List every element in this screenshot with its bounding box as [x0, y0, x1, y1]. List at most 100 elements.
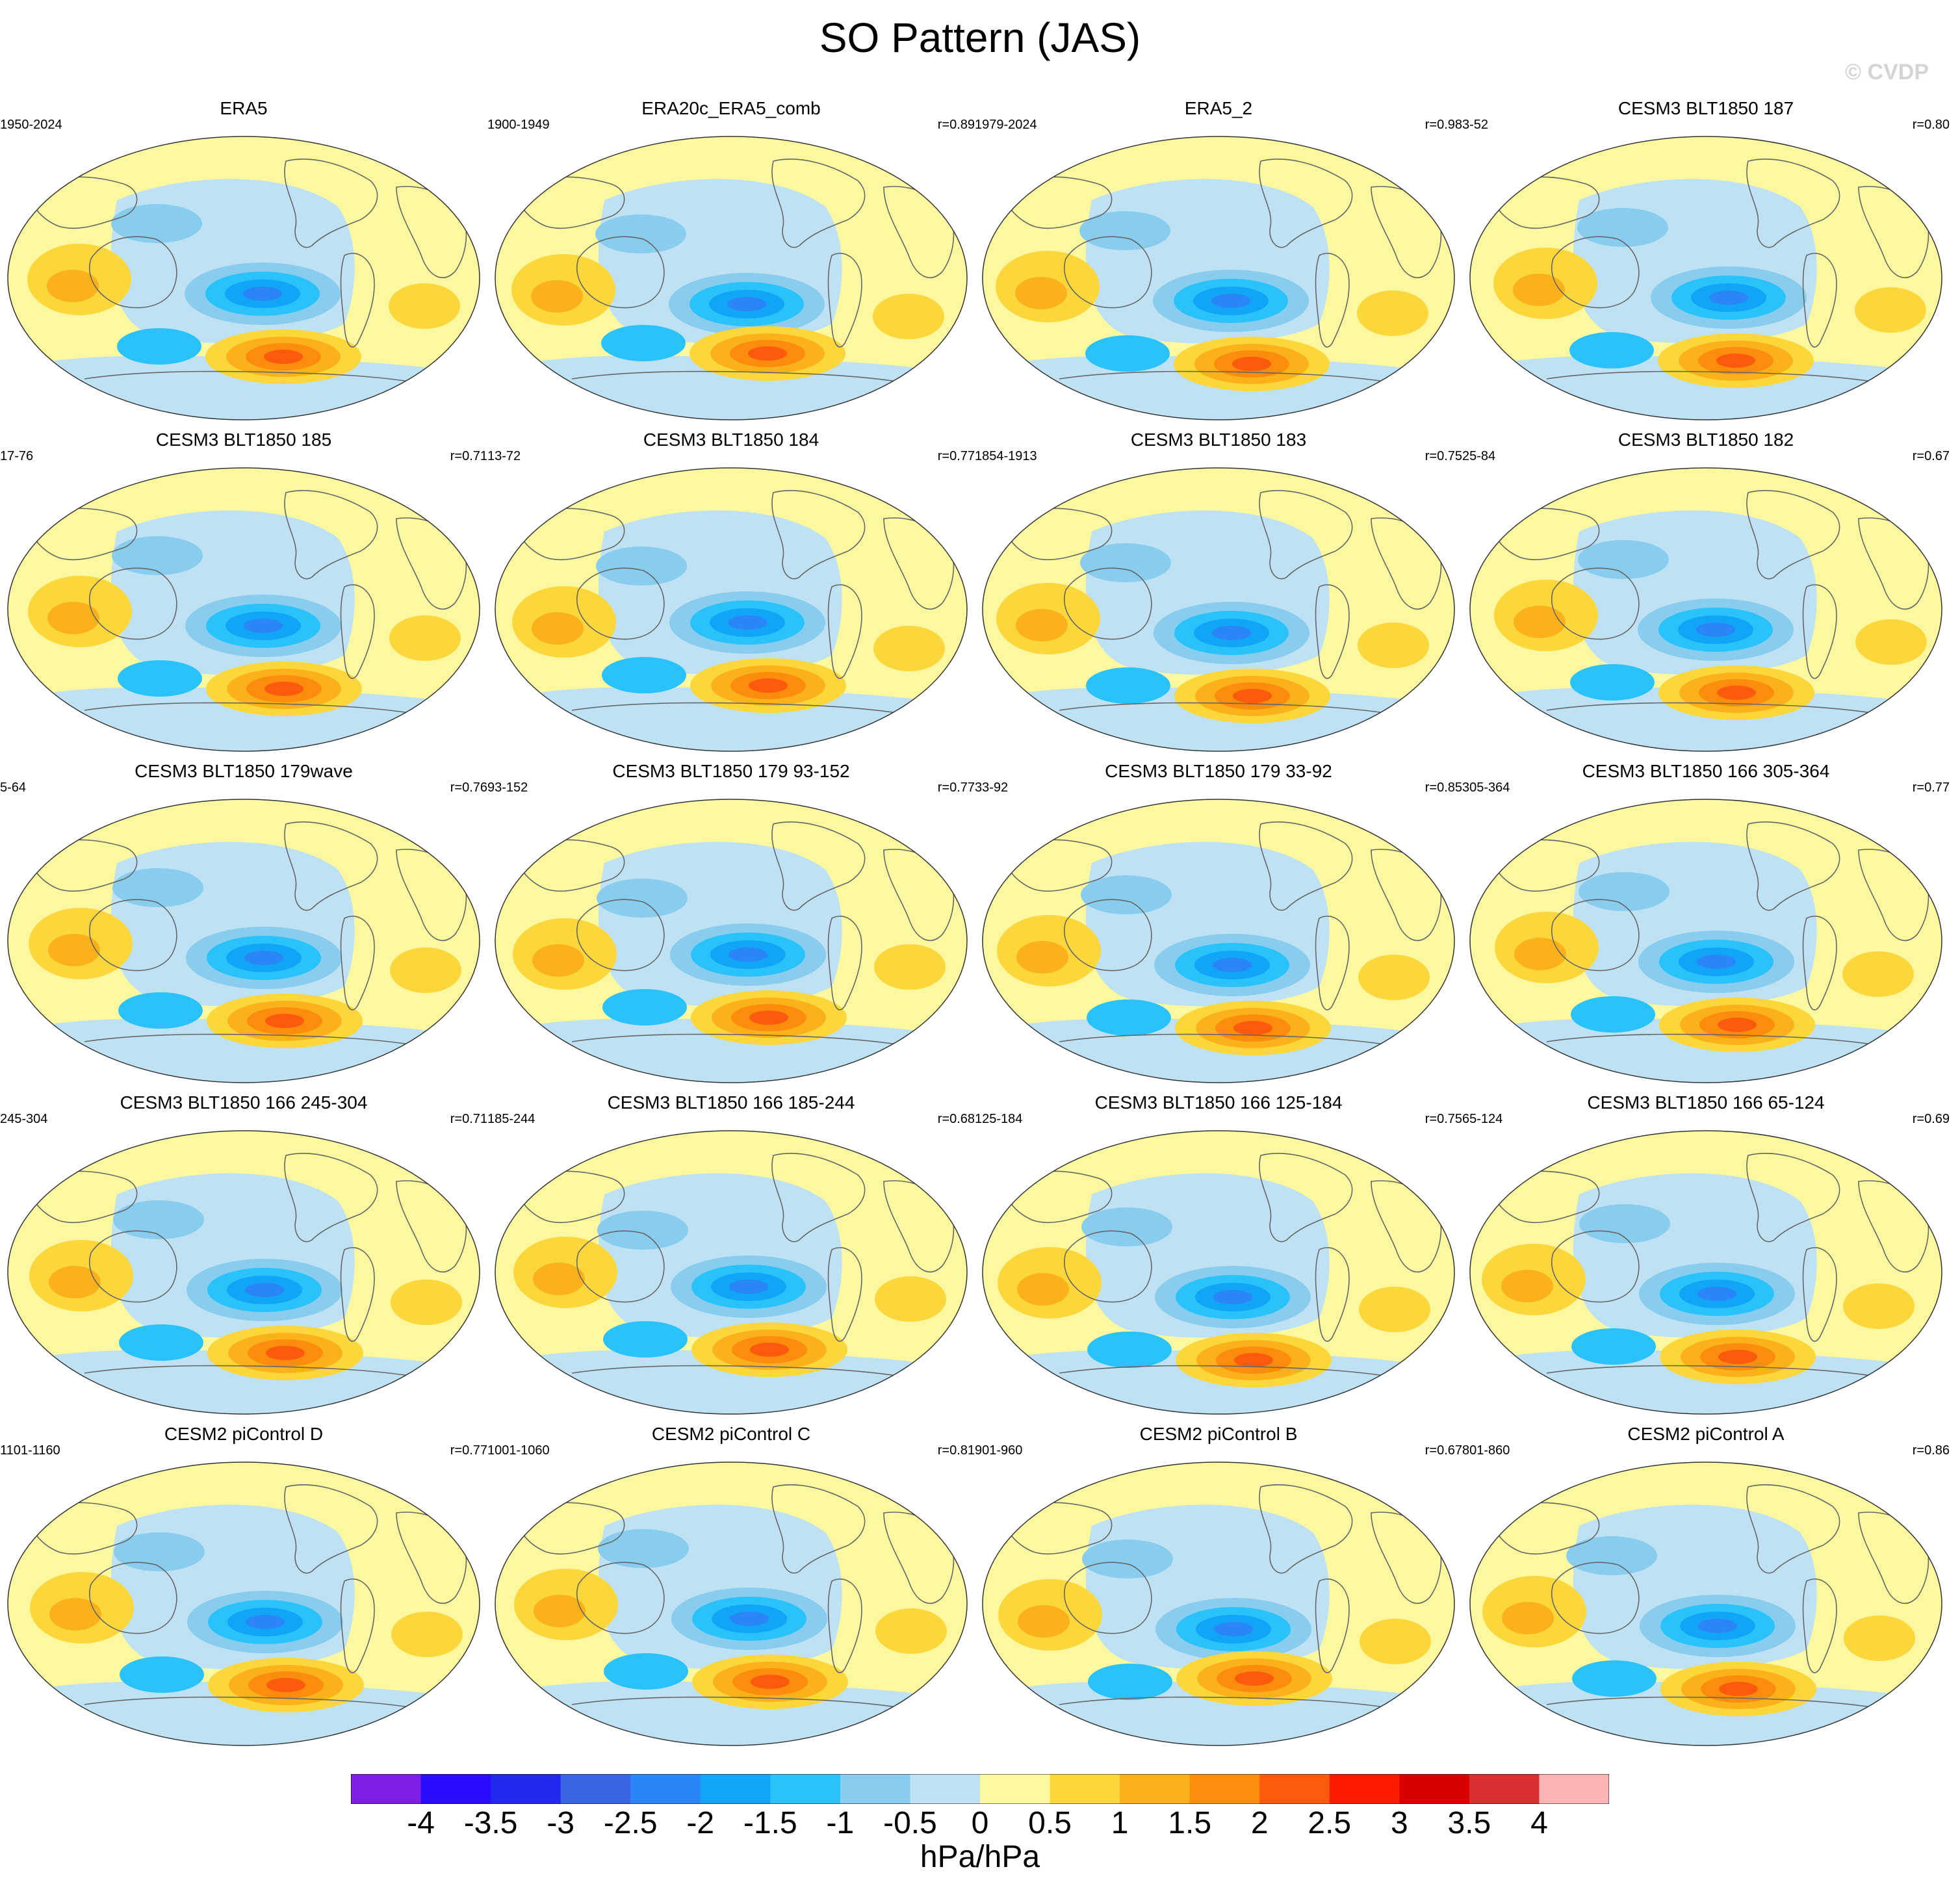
coastline — [1315, 584, 1350, 679]
colorbar-swatch — [1189, 1774, 1260, 1804]
contour-fill — [49, 1266, 101, 1298]
colorbar-swatch — [491, 1774, 561, 1804]
contour-fill — [266, 1678, 305, 1692]
panel-title: CESM2 piControl B — [1139, 1424, 1298, 1444]
contour-fill — [597, 879, 688, 918]
contour-fill — [48, 934, 100, 966]
contour-fill — [1085, 335, 1170, 372]
colorbar-units-label: hPa/hPa — [920, 1840, 1040, 1874]
contour-fill — [533, 1263, 585, 1295]
contour-fill — [1843, 1283, 1915, 1329]
coastline — [771, 821, 866, 911]
contour-fill — [114, 1532, 205, 1571]
panel-title: CESM3 BLT1850 166 65-124 — [1587, 1092, 1825, 1113]
coastline — [340, 1578, 375, 1673]
map-contour-plot — [982, 1462, 1455, 1746]
contour-fill — [1718, 1350, 1757, 1364]
map-boundary — [495, 136, 968, 420]
panel-title: CESM3 BLT1850 187 — [1618, 98, 1794, 118]
contour-fill — [1718, 1018, 1757, 1032]
contour-fill — [1716, 354, 1755, 368]
coastline — [89, 1562, 177, 1634]
colorbar-swatch — [1469, 1774, 1540, 1804]
colorbar-tick-label: 2 — [1250, 1806, 1269, 1840]
contour-fill — [1571, 996, 1655, 1033]
map-panel: ERA5_2 1979-2024 r=0.98 — [975, 97, 1462, 422]
panel-title: CESM2 piControl D — [164, 1424, 324, 1444]
coastline — [1259, 159, 1353, 248]
coastline — [1746, 1153, 1840, 1243]
coastline — [1551, 899, 1640, 972]
coastline — [576, 236, 665, 309]
contour-fill — [1213, 958, 1252, 972]
map-boundary — [495, 799, 968, 1083]
page-title: SO Pattern (JAS) — [819, 14, 1141, 61]
coastline — [1746, 490, 1840, 580]
contour-fill — [117, 328, 201, 365]
colorbar-swatch — [770, 1774, 841, 1804]
map-panel: CESM3 BLT1850 166 125-184 125-184 r=0.75 — [975, 1092, 1462, 1417]
contour-fill — [1697, 955, 1736, 969]
panel-years: 5-64 — [0, 780, 27, 795]
contour-fill — [1234, 1353, 1273, 1367]
map-panel: CESM3 BLT1850 187 3-52 r=0.80 — [1462, 97, 1950, 422]
coastline — [89, 899, 177, 972]
coastline — [340, 1247, 375, 1342]
contour-fill — [1018, 1605, 1070, 1638]
panel-years: 93-152 — [487, 780, 528, 795]
contour-fill — [266, 1346, 305, 1360]
coastline — [771, 159, 866, 248]
coastline — [1493, 176, 1600, 229]
contour-fill — [1232, 357, 1271, 371]
map-boundary — [1469, 467, 1942, 752]
contour-fill — [1087, 1332, 1172, 1368]
coastline — [1746, 1484, 1840, 1574]
map-contour-plot — [7, 799, 480, 1083]
contour-fill — [1081, 875, 1172, 914]
colorbar-tick-label: -1.5 — [743, 1806, 797, 1840]
colorbar-swatch — [560, 1774, 631, 1804]
contour-fill — [602, 657, 686, 693]
colorbar — [351, 1774, 1609, 1804]
coastline — [1551, 1230, 1640, 1303]
contour-fill — [874, 944, 946, 990]
contour-fill — [597, 1211, 688, 1250]
panel-years: 17-76 — [0, 449, 34, 463]
contour-fill — [534, 1595, 586, 1627]
map-contour-plot — [495, 1130, 968, 1415]
contour-fill — [729, 947, 767, 962]
contour-fill — [1233, 1021, 1272, 1035]
contour-fill — [748, 346, 787, 361]
contour-fill — [113, 1200, 204, 1239]
contour-fill — [1233, 689, 1272, 703]
colorbar-tick-label: 1.5 — [1168, 1806, 1212, 1840]
contour-fill — [120, 1656, 204, 1693]
panel-title: CESM3 BLT1850 184 — [643, 430, 819, 450]
colorbar-tick-label: -4 — [407, 1806, 435, 1840]
contour-fill — [1855, 287, 1926, 333]
contour-fill — [596, 547, 687, 586]
contour-fill — [1358, 623, 1429, 668]
coastline — [1493, 839, 1600, 892]
contour-fill — [244, 951, 283, 965]
panel-correlation: r=0.76 — [450, 780, 487, 795]
contour-fill — [244, 619, 283, 633]
contour-fill — [111, 204, 202, 243]
panel-title: CESM3 BLT1850 183 — [1130, 430, 1307, 450]
contour-fill — [728, 615, 767, 630]
contour-fill — [1360, 1619, 1431, 1664]
panel-years: 1001-1060 — [487, 1443, 550, 1458]
map-boundary — [7, 467, 480, 752]
panel-title: CESM2 piControl A — [1627, 1424, 1785, 1444]
contour-fill — [1214, 1622, 1253, 1636]
coastline — [284, 159, 378, 248]
coastline — [1259, 490, 1353, 580]
map-panel: CESM3 BLT1850 182 25-84 r=0.67 — [1462, 429, 1950, 754]
contour-fill — [246, 1615, 285, 1629]
contour-fill — [1514, 938, 1566, 970]
panel-years: 305-364 — [1462, 780, 1510, 795]
contour-fill — [1570, 664, 1655, 701]
map-boundary — [7, 799, 480, 1083]
coastline — [518, 508, 625, 561]
panel-correlation: r=0.85 — [1425, 780, 1462, 795]
